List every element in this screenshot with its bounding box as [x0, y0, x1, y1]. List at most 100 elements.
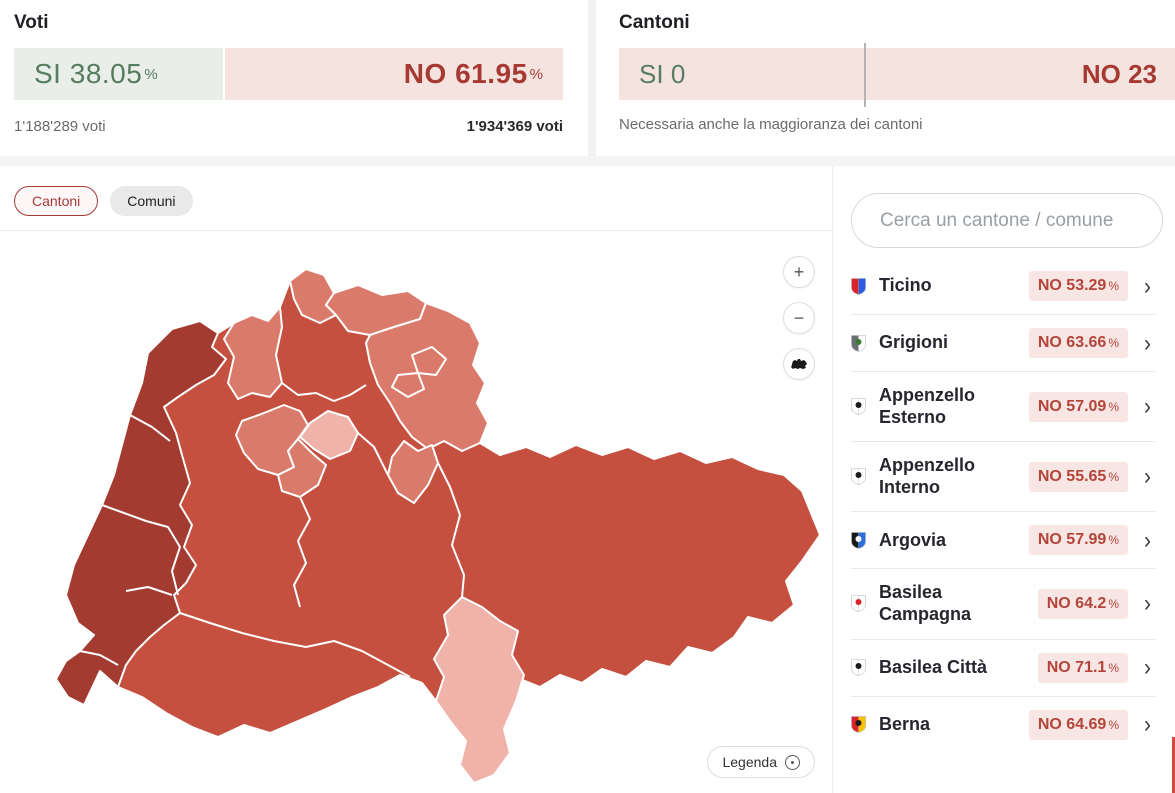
- badge-text: NO 64.2: [1046, 594, 1107, 612]
- chevron-right-icon[interactable]: ›: [1144, 329, 1151, 357]
- badge-text: NO 53.29: [1037, 277, 1107, 294]
- tab-comuni[interactable]: Comuni: [110, 186, 193, 216]
- region-stgallen[interactable]: [365, 302, 489, 452]
- cantoni-no-text: NO 23: [1081, 58, 1157, 89]
- canton-result-badge: NO 64.2%: [1037, 588, 1128, 619]
- switzerland-choropleth-map[interactable]: [30, 235, 830, 788]
- canton-result-badge: NO 55.65%: [1028, 461, 1128, 492]
- border-bern-valais: [179, 612, 411, 678]
- canton-row[interactable]: Ticino NO 53.29% ›: [851, 258, 1155, 315]
- badge-text: NO 64.69: [1037, 715, 1107, 733]
- border-vaud-fribourg: [125, 586, 173, 596]
- voti-title: Voti: [14, 12, 49, 33]
- voti-no-percent-sign: %: [529, 65, 543, 83]
- panel-divider: [588, 0, 596, 156]
- border-neuchatel-vaud: [101, 504, 147, 522]
- reset-view-button[interactable]: [783, 348, 815, 380]
- region-west-dark[interactable]: [55, 320, 227, 706]
- voti-si-text: SI 38.05: [34, 58, 143, 89]
- region-appenzell-1[interactable]: [411, 346, 447, 376]
- canton-row[interactable]: Basilea Città NO 71.1% ›: [851, 640, 1155, 697]
- border-jura-neuchatel: [129, 414, 171, 442]
- appenzello-esterno-flag-icon: [851, 398, 866, 415]
- map-panel: Cantoni Comuni + − Legenda: [0, 166, 833, 793]
- map-view-tabs: Cantoni Comuni: [0, 166, 832, 231]
- region-aargau[interactable]: [223, 306, 283, 400]
- canton-name: Grigioni: [879, 332, 948, 353]
- ticino-flag-icon: [851, 277, 866, 295]
- basilea-campagna-flag-icon: [851, 595, 866, 613]
- canton-row[interactable]: Berna NO 64.69% ›: [851, 697, 1155, 753]
- map-area[interactable]: + − Legenda: [0, 231, 832, 793]
- cantoni-bar: SI 0 NO 23: [619, 43, 1175, 107]
- canton-name: Ticino: [879, 275, 932, 296]
- appenzello-interno-flag-icon: [851, 468, 866, 486]
- scrollbar-thumb[interactable]: [1172, 737, 1175, 793]
- region-glarus[interactable]: [387, 440, 439, 504]
- legend-button[interactable]: Legenda: [707, 746, 815, 778]
- badge-percent-sign: %: [1108, 717, 1119, 732]
- legend-label: Legenda: [722, 754, 777, 770]
- border-bern-uri: [293, 496, 311, 608]
- canton-result-badge: NO 57.99%: [1028, 525, 1128, 556]
- region-appenzell-2[interactable]: [391, 372, 425, 398]
- badge-percent-sign: %: [1108, 469, 1119, 484]
- voti-no-text: NO 61.95: [403, 58, 528, 89]
- legend-info-icon: [785, 754, 800, 770]
- border-fribourg: [145, 520, 181, 596]
- canton-name: Basilea Campagna: [879, 582, 972, 624]
- voti-bar: SI 38.05 % NO 61.95 %: [14, 48, 563, 100]
- badge-text: NO 55.65: [1037, 467, 1107, 485]
- zoom-out-button[interactable]: −: [783, 302, 815, 334]
- badge-percent-sign: %: [1108, 596, 1119, 611]
- voti-si-bar: SI 38.05 %: [14, 48, 223, 100]
- border-zurich-south: [281, 382, 367, 402]
- canton-result-badge: NO 64.69%: [1028, 709, 1128, 740]
- border-graubuenden-west: [437, 462, 465, 598]
- region-ticino[interactable]: [433, 596, 525, 784]
- cantoni-title: Cantoni: [619, 12, 690, 33]
- badge-text: NO 57.99: [1037, 531, 1107, 549]
- chevron-right-icon[interactable]: ›: [1144, 527, 1151, 554]
- canton-row[interactable]: Basilea Campagna NO 64.2% ›: [851, 569, 1155, 640]
- chevron-right-icon[interactable]: ›: [1144, 463, 1151, 491]
- chevron-right-icon[interactable]: ›: [1144, 711, 1151, 738]
- badge-percent-sign: %: [1108, 660, 1119, 675]
- berna-flag-icon: [851, 716, 866, 733]
- tab-cantoni[interactable]: Cantoni: [14, 186, 99, 216]
- badge-percent-sign: %: [1108, 399, 1119, 414]
- badge-text: NO 71.1: [1046, 658, 1107, 676]
- search-input[interactable]: [851, 193, 1163, 248]
- canton-list: Ticino NO 53.29% › Grigioni NO 63.66% › Appenz…: [851, 258, 1155, 753]
- zoom-in-button[interactable]: +: [783, 256, 815, 288]
- map-controls: + −: [783, 256, 815, 380]
- chevron-right-icon[interactable]: ›: [1144, 272, 1151, 300]
- voti-si-percent-sign: %: [144, 65, 158, 83]
- cantoni-si-text: SI 0: [639, 58, 686, 89]
- chevron-right-icon[interactable]: ›: [1144, 654, 1151, 681]
- canton-result-badge: NO 57.09%: [1028, 391, 1128, 422]
- canton-result-badge: NO 63.66%: [1028, 328, 1128, 358]
- canton-row[interactable]: Appenzello Esterno NO 57.09% ›: [851, 372, 1155, 443]
- voti-counts: 1'188'289 voti 1'934'369 voti: [14, 118, 563, 135]
- basilea-città-flag-icon: [851, 659, 866, 676]
- border-vaud-geneva: [79, 650, 119, 666]
- chevron-right-icon[interactable]: ›: [1144, 393, 1151, 420]
- badge-percent-sign: %: [1108, 279, 1119, 293]
- chevron-right-icon[interactable]: ›: [1144, 590, 1151, 618]
- canton-result-badge: NO 53.29%: [1028, 271, 1128, 301]
- voti-no-count: 1'934'369 voti: [466, 118, 563, 135]
- badge-text: NO 57.09: [1037, 397, 1107, 415]
- canton-row[interactable]: Argovia NO 57.99% ›: [851, 512, 1155, 570]
- cantoni-note: Necessaria anche la maggioranza dei cant…: [619, 116, 923, 133]
- cantoni-panel: Cantoni SI 0 NO 23 Necessaria anche la m…: [596, 0, 1175, 156]
- region-unterwalden[interactable]: [277, 438, 327, 498]
- grigioni-flag-icon: [851, 334, 866, 352]
- canton-row[interactable]: Grigioni NO 63.66% ›: [851, 315, 1155, 372]
- canton-name: Appenzello Esterno: [879, 385, 976, 427]
- canton-row[interactable]: Appenzello Interno NO 55.65% ›: [851, 442, 1155, 513]
- border-schwyz-glarus: [357, 432, 389, 476]
- canton-name: Appenzello Interno: [879, 455, 976, 497]
- region-zug[interactable]: [299, 410, 359, 460]
